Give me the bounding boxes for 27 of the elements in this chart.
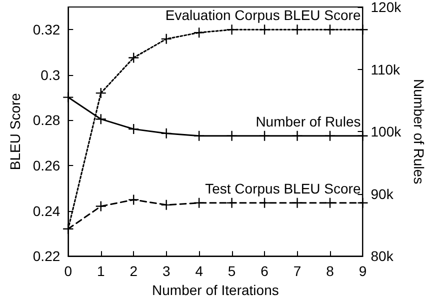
x-tick-label: 3: [162, 263, 170, 280]
series-label: Number of Rules: [256, 113, 361, 130]
x-tick-label: 5: [228, 263, 236, 280]
x-tick-label: 6: [260, 263, 269, 280]
x-tick-label: 9: [358, 263, 367, 280]
series-label: Evaluation Corpus BLEU Score: [165, 7, 361, 24]
y2-tick-label: 80k: [370, 248, 394, 264]
y2-tick-label: 100k: [370, 124, 402, 140]
x-tick-label: 8: [326, 263, 334, 280]
x-axis-title: Number of Iterations: [152, 282, 279, 298]
x-tick-label: 4: [195, 263, 204, 280]
x-tick-label: 2: [130, 263, 138, 280]
x-tick-label: 1: [96, 263, 105, 280]
y2-tick-label: 90k: [370, 186, 394, 202]
y-tick-label: 0.32: [32, 22, 60, 38]
y-axis-title: BLEU Score: [7, 92, 23, 170]
y-tick-label: 0.3: [40, 66, 60, 83]
y-tick-label: 0.28: [32, 112, 60, 128]
series-label: Test Corpus BLEU Score: [205, 180, 361, 196]
x-tick-label: 0: [64, 263, 72, 280]
y2-tick-label: 120k: [370, 0, 402, 15]
y-tick-label: 0.22: [32, 248, 60, 264]
x-tick-label: 7: [293, 263, 302, 280]
y2-axis-title: Number of Rules: [411, 79, 427, 184]
y-tick-label: 0.24: [32, 202, 60, 219]
y-tick-label: 0.26: [32, 158, 60, 174]
y2-tick-label: 110k: [370, 61, 402, 78]
